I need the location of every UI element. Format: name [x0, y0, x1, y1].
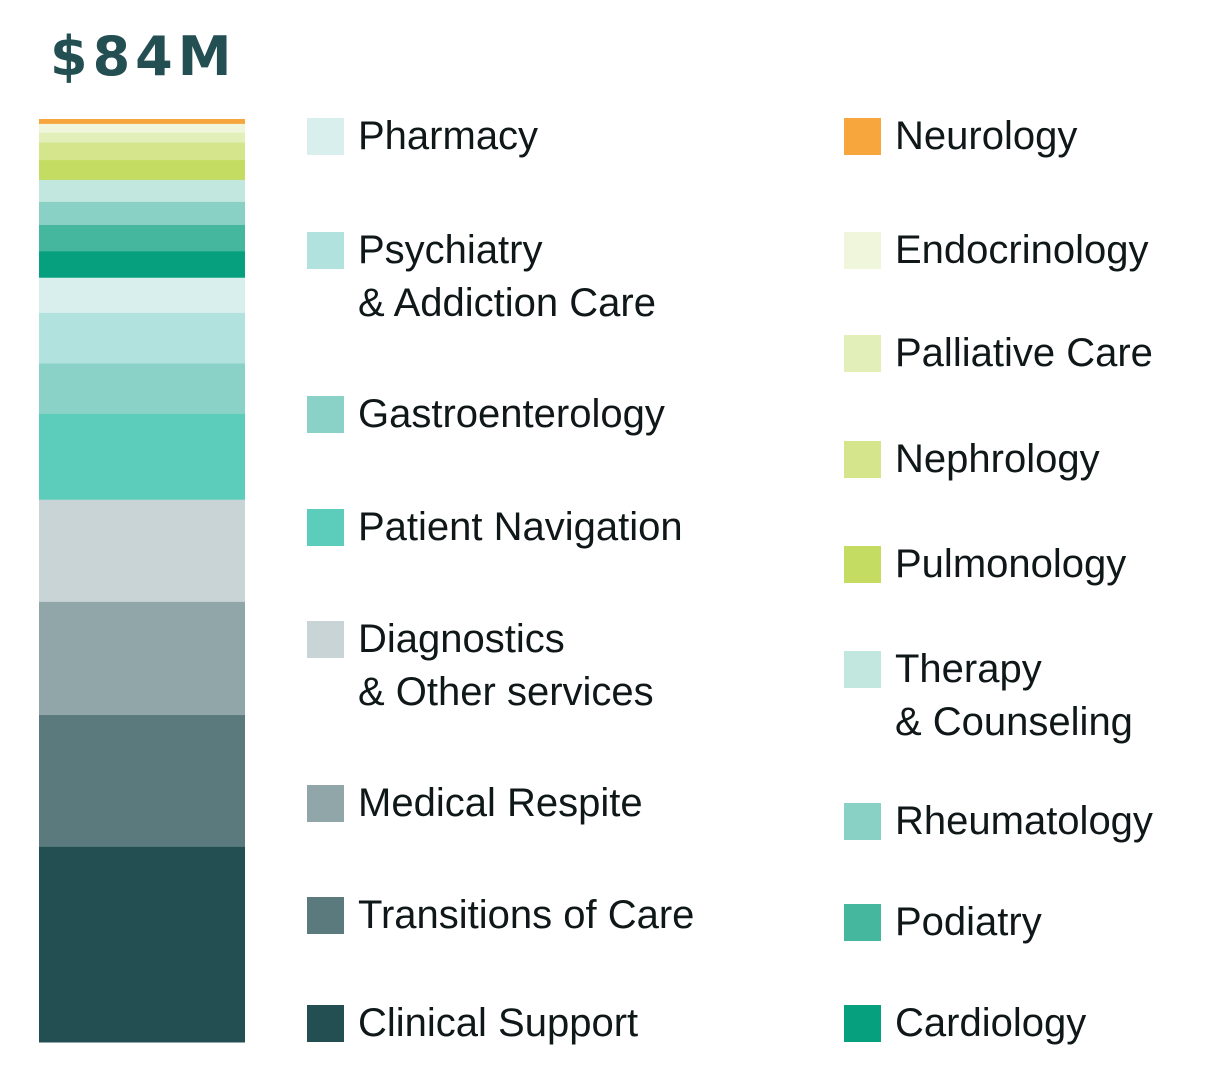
bar-segment-rheumatology	[39, 201, 245, 225]
legend-label: Diagnostics & Other services	[358, 617, 654, 714]
chart-total-title: $84M	[50, 25, 237, 88]
bar-segment-patient-navigation	[39, 413, 245, 500]
bar-segment-medical-respite	[39, 601, 245, 716]
bar-segment-pharmacy	[39, 277, 245, 313]
legend-swatch	[844, 904, 881, 941]
legend-swatch	[307, 897, 344, 934]
bar-segment-nephrology	[39, 142, 245, 161]
bar-segment-palliative-care	[39, 132, 245, 143]
legend-swatch	[844, 441, 881, 478]
legend-label: Palliative Care	[895, 331, 1153, 375]
legend-label: Endocrinology	[895, 228, 1149, 272]
legend-label: Medical Respite	[358, 781, 643, 825]
legend-label: Psychiatry & Addiction Care	[358, 228, 656, 325]
legend-swatch	[844, 335, 881, 372]
bar-segment-gastroenterology	[39, 362, 245, 414]
bar-segment-endocrinology	[39, 123, 245, 133]
legend-label: Cardiology	[895, 1001, 1087, 1045]
legend-label: Pulmonology	[895, 542, 1127, 586]
bar-segment-psychiatry-addiction-care	[39, 312, 245, 364]
bar-segment-clinical-support	[39, 846, 245, 1043]
bar-segment-therapy-counseling	[39, 179, 245, 202]
legend-swatch	[307, 621, 344, 658]
legend-swatch	[844, 232, 881, 269]
bar-segment-podiatry	[39, 224, 245, 252]
bar-segment-diagnostics-other-services	[39, 499, 245, 602]
legend-swatch	[307, 785, 344, 822]
legend-swatch	[844, 803, 881, 840]
legend-swatch	[844, 651, 881, 688]
legend-label: Podiatry	[895, 900, 1042, 944]
legend-label: Neurology	[895, 114, 1078, 158]
legend-swatch	[307, 118, 344, 155]
legend-swatch	[307, 396, 344, 433]
legend-label: Nephrology	[895, 437, 1100, 481]
legend-swatch	[844, 118, 881, 155]
legend-swatch	[844, 1005, 881, 1042]
legend-label: Therapy & Counseling	[895, 647, 1133, 744]
legend-label: Patient Navigation	[358, 505, 683, 549]
legend-swatch	[844, 546, 881, 583]
bar-segment-cardiology	[39, 250, 245, 278]
bar-segment-transitions-of-care	[39, 714, 245, 847]
legend-label: Transitions of Care	[358, 893, 695, 937]
legend-label: Gastroenterology	[358, 392, 665, 436]
bar-segment-pulmonology	[39, 159, 245, 180]
bar-segment-neurology	[39, 119, 245, 124]
legend-swatch	[307, 232, 344, 269]
legend-swatch	[307, 1005, 344, 1042]
legend-label: Clinical Support	[358, 1001, 639, 1045]
legend-label: Pharmacy	[358, 114, 539, 158]
legend-swatch	[307, 509, 344, 546]
legend-label: Rheumatology	[895, 799, 1153, 843]
